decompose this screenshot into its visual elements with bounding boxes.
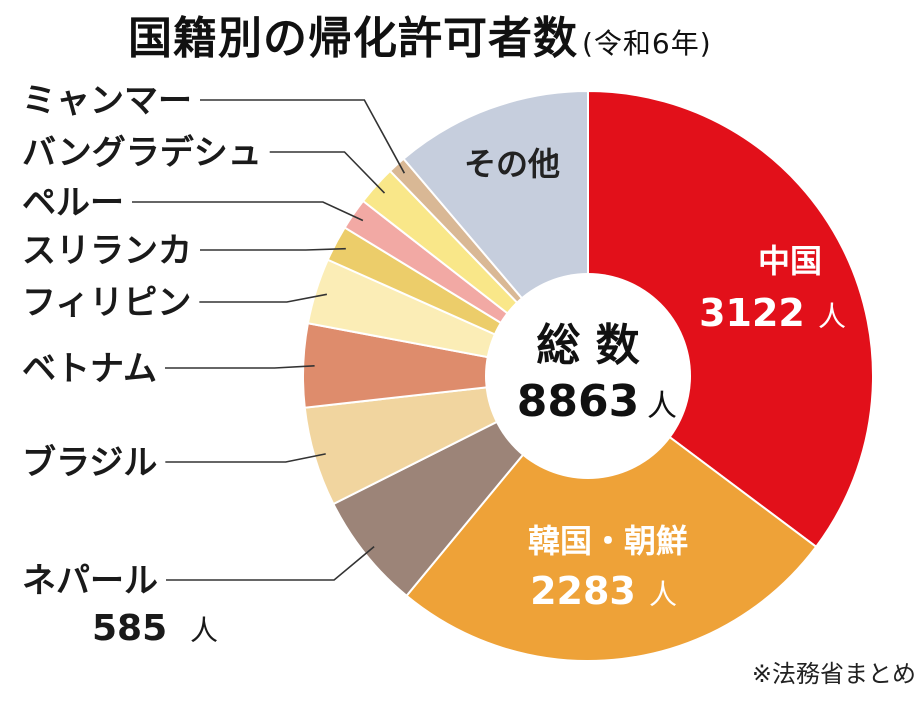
leader-line-ネパール <box>166 545 375 581</box>
leader-line-バングラデシュ <box>269 151 386 194</box>
chart-title: 国籍別の帰化許可者数 (令和6年) <box>128 13 712 64</box>
leader-line-スリランカ <box>200 247 346 251</box>
slice-label-ペルー: ペルー <box>22 183 124 223</box>
slice-label-ベトナム: ベトナム <box>22 349 157 389</box>
slice-value-unit-中国: 人 <box>818 300 846 333</box>
leader-line-ミャンマー <box>200 99 406 174</box>
slice-value-unit-ネパール: 人 <box>190 614 218 647</box>
leader-line-ブラジル <box>165 453 326 463</box>
donut-hole <box>485 273 691 479</box>
slice-value-unit-韓国-朝鮮: 人 <box>649 578 677 611</box>
slice-label-韓国-朝鮮: 韓国・朝鮮 <box>528 522 688 560</box>
slice-value-韓国-朝鮮: 2283 <box>530 569 636 613</box>
slice-label-中国: 中国 <box>758 242 822 280</box>
slice-label-フィリピン: フィリピン <box>22 283 191 323</box>
leader-line-ペルー <box>132 201 364 222</box>
slice-value-ネパール: 585 <box>92 608 167 649</box>
slice-value-中国: 3122 <box>699 291 805 335</box>
slice-label-バングラデシュ: バングラデシュ <box>22 133 262 173</box>
slice-label-ネパール: ネパール <box>22 561 158 601</box>
slice-韓国-朝鮮 <box>405 374 818 662</box>
slice-label-スリランカ: スリランカ <box>22 231 192 271</box>
source-note: ※法務省まとめ <box>751 660 916 688</box>
leader-line-フィリピン <box>199 293 328 303</box>
center-total-unit: 人 <box>647 389 677 424</box>
slice-label-その他: その他 <box>464 145 560 183</box>
slice-label-ミャンマー: ミャンマー <box>22 81 192 121</box>
center-total-value: 8863 <box>517 376 639 427</box>
chart-subtitle: (令和6年) <box>582 27 712 60</box>
slice-label-ブラジル: ブラジル <box>22 443 157 483</box>
slice-中国 <box>587 89 874 549</box>
leader-line-ベトナム <box>164 364 315 369</box>
center-total-label: 総 数 <box>536 320 639 371</box>
